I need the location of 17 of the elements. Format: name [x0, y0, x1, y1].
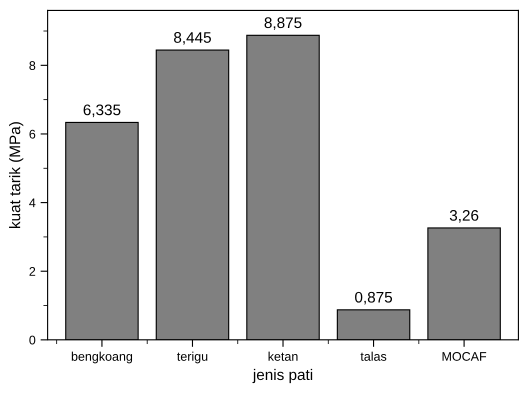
y-tick-label: 2 [29, 267, 36, 276]
y-tick-label: 6 [29, 130, 36, 139]
y-tick-label: 8 [29, 61, 36, 70]
y-tick-label: 0 [29, 336, 36, 345]
x-tick-label: terigu [177, 352, 208, 364]
data-label: 3,26 [450, 210, 478, 223]
y-axis-title: kuat tarik (MPa) [9, 122, 24, 228]
x-tick-label: bengkoang [72, 352, 132, 364]
data-label: 6,335 [84, 104, 120, 118]
data-label: 0,875 [355, 292, 392, 304]
data-label: 8,445 [174, 32, 211, 45]
y-tick-label: 4 [29, 198, 36, 208]
x-tick-label: ketan [268, 352, 298, 361]
x-tick-label: talas [360, 352, 386, 361]
x-tick-label: MOCAF [442, 352, 486, 361]
data-label: 8,875 [264, 17, 302, 30]
x-axis-title: jenis pati [252, 368, 312, 384]
